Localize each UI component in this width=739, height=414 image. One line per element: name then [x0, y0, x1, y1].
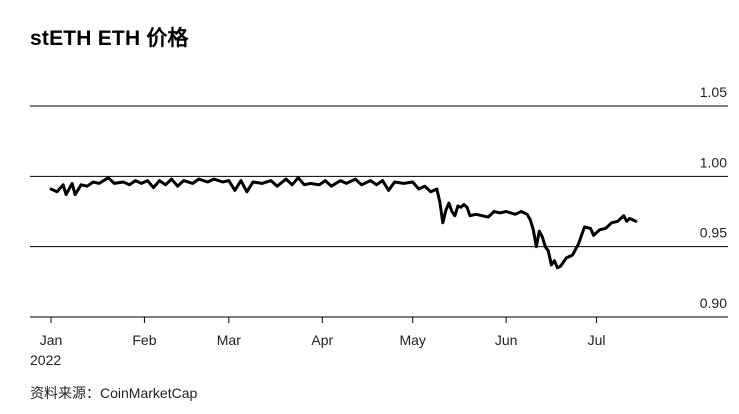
- chart-title: stETH ETH 价格: [30, 27, 189, 50]
- y-tick-label: 0.95: [700, 225, 727, 241]
- x-tick-label: Jan: [40, 332, 63, 348]
- x-tick-label: Jun: [495, 332, 518, 348]
- x-tick-label: Mar: [217, 332, 241, 348]
- x-tick-label: Jul: [588, 332, 606, 348]
- y-axis: 1.05 1.00 0.95 0.90: [700, 84, 727, 311]
- y-tick-label: 1.05: [700, 84, 727, 100]
- series-layer: [49, 176, 638, 270]
- x-tick-label: Apr: [311, 332, 333, 348]
- gridlines: [30, 105, 728, 318]
- x-tick-label: Feb: [132, 332, 156, 348]
- x-tick-year-label: 2022: [30, 352, 61, 368]
- x-axis: Jan 2022 Feb Mar Apr May Jun Jul: [30, 317, 606, 368]
- source-note: 资料来源：CoinMarketCap: [30, 385, 198, 401]
- series-line: [49, 176, 638, 270]
- y-tick-label: 1.00: [700, 154, 727, 170]
- x-tick-label: May: [399, 332, 425, 348]
- y-tick-label: 0.90: [700, 295, 727, 311]
